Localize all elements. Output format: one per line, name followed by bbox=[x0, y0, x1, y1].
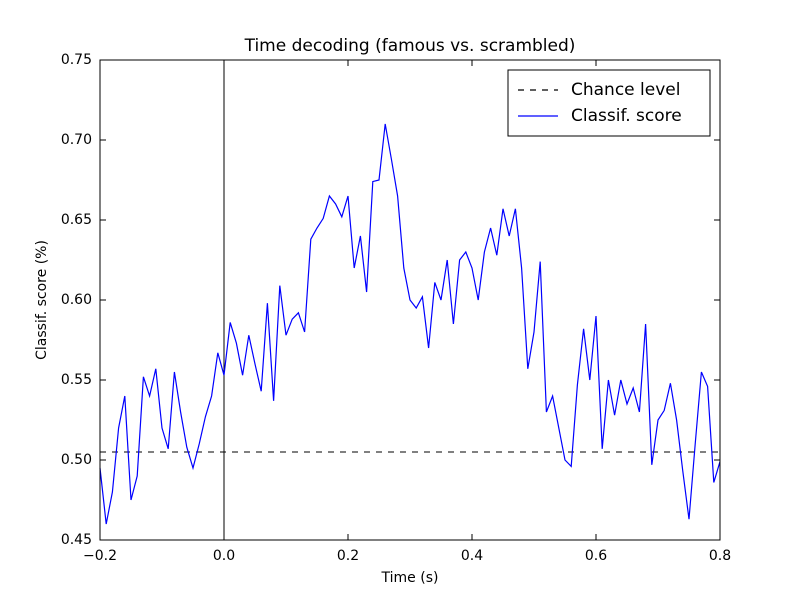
y-tick-label: 0.50 bbox=[61, 452, 92, 468]
y-tick-label: 0.75 bbox=[61, 52, 92, 68]
y-tick-label: 0.65 bbox=[61, 212, 92, 228]
data-line bbox=[99, 123, 721, 525]
x-tick-label: 0.2 bbox=[337, 548, 359, 564]
y-axis-label: Classif. score (%) bbox=[34, 240, 50, 360]
legend-label: Chance level bbox=[571, 80, 680, 100]
legend-box bbox=[507, 69, 711, 137]
chart-title: Time decoding (famous vs. scrambled) bbox=[244, 36, 576, 56]
y-tick-label: 0.70 bbox=[61, 132, 92, 148]
x-tick-label: 0.0 bbox=[213, 548, 235, 564]
legend-label: Classif. score bbox=[571, 106, 682, 126]
plot-frame bbox=[99, 59, 721, 541]
x-tick-label: 0.8 bbox=[709, 548, 731, 564]
y-tick-label: 0.60 bbox=[61, 292, 92, 308]
x-tick-label: 0.6 bbox=[585, 548, 607, 564]
x-axis-label: Time (s) bbox=[381, 570, 439, 586]
y-tick-label: 0.55 bbox=[61, 372, 92, 388]
y-tick-label: 0.45 bbox=[61, 532, 92, 548]
x-tick-label: −0.2 bbox=[83, 548, 117, 564]
x-tick-label: 0.4 bbox=[461, 548, 483, 564]
